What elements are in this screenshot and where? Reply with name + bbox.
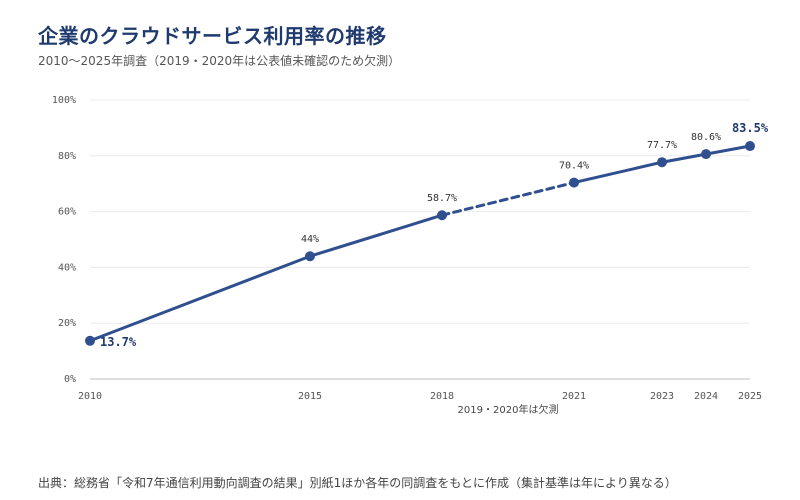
series-line-segment — [572, 160, 664, 185]
series-line-segment — [704, 144, 752, 156]
line-chart: 0% 20% 40% 60% 80% 100% 2010 2015 2018 2021 2023 20… — [52, 95, 769, 416]
chart-title: 企業のクラウドサービス利用率の推移 — [38, 24, 387, 48]
x-tick-label: 2021 — [562, 391, 586, 402]
series-line-segment — [308, 213, 444, 258]
gap-note: 2019・2020年は欠測 — [458, 403, 559, 416]
data-label: 58.7% — [427, 193, 457, 204]
y-tick-label: 20% — [58, 318, 76, 329]
data-label: 13.7% — [100, 335, 137, 349]
data-label: 44% — [301, 234, 319, 245]
series-line-segment — [660, 152, 708, 164]
series-line-segment — [88, 254, 312, 343]
x-tick-label: 2025 — [738, 391, 762, 402]
source-note: 出典：総務省「令和7年通信利用動向調査の結果」別紙1ほか各年の同調査をもとに作成… — [38, 476, 677, 490]
data-point — [657, 157, 667, 168]
y-tick-label: 80% — [58, 151, 76, 162]
x-tick-label: 2015 — [298, 391, 322, 402]
data-label: 70.4% — [559, 161, 589, 172]
series-line-segment-dashed — [440, 181, 576, 217]
chart-subtitle: 2010〜2025年調査（2019・2020年は公表値未確認のため欠測） — [38, 54, 401, 68]
data-point — [569, 177, 579, 188]
data-point — [85, 335, 95, 346]
data-label: 83.5% — [732, 121, 769, 135]
data-point — [305, 251, 315, 262]
data-point — [437, 210, 447, 221]
data-label: 77.7% — [647, 140, 677, 151]
y-tick-label: 60% — [58, 207, 76, 218]
data-point — [745, 141, 755, 152]
y-tick-label: 0% — [64, 374, 76, 385]
x-tick-label: 2018 — [430, 391, 454, 402]
data-point — [701, 149, 711, 160]
x-tick-label: 2023 — [650, 391, 674, 402]
x-tick-label: 2024 — [694, 391, 718, 402]
y-tick-label: 100% — [52, 95, 76, 106]
data-label: 80.6% — [691, 132, 721, 143]
y-tick-label: 40% — [58, 262, 76, 273]
x-tick-label: 2010 — [78, 391, 102, 402]
